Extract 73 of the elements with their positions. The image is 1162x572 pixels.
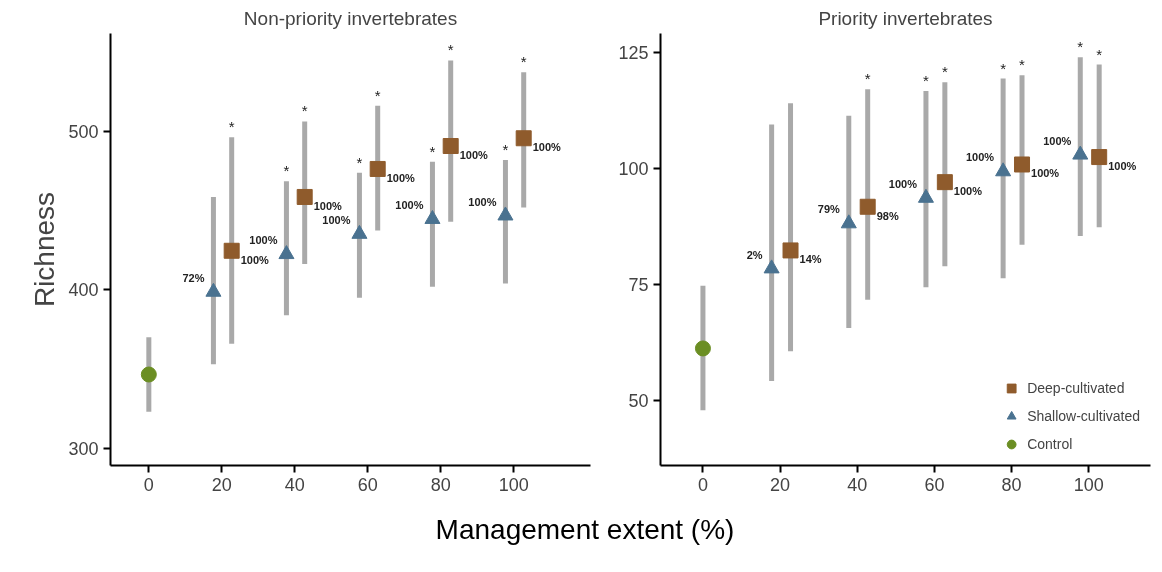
point [936,174,953,191]
annotation: 98% [876,209,899,222]
x-tick-label: 100 [498,474,529,495]
x-tick-label: 80 [1001,474,1022,495]
annotation: * [864,70,871,88]
legend-label: Deep-cultivated [1027,380,1125,396]
x-axis-title: Management extent (%) [435,513,735,547]
x-tick-label: 80 [430,474,451,495]
annotation: * [520,53,527,71]
annotation: 2% [746,248,763,261]
x-tick-label: 40 [284,474,305,495]
annotation: 79% [817,203,840,216]
legend-label: Shallow-cultivated [1027,408,1140,424]
annotation: 100% [888,177,918,190]
annotation: * [374,86,381,104]
point [859,198,876,215]
y-tick-label: 75 [628,274,649,295]
annotation: * [1096,45,1103,63]
point [763,259,780,274]
x-tick-label: 60 [357,474,378,495]
legend-label: Control [1027,436,1073,452]
annotation: 100% [395,199,424,212]
point [694,340,711,357]
annotation: * [923,72,930,90]
chart-title: Non-priority invertebrates [243,7,458,29]
annotation: 100% [386,171,416,184]
annotation: * [1019,56,1026,74]
x-tick-label: 20 [211,474,232,495]
x-tick-label: 60 [924,474,945,495]
y-tick-label: 400 [68,280,99,301]
y-tick-label: 300 [68,438,99,459]
annotation: * [941,63,948,81]
x-tick-label: 0 [697,474,708,495]
annotation: 100% [532,141,562,154]
x-tick-label: 0 [143,474,154,495]
chart-title: Priority invertebrates [818,7,993,29]
point [840,214,857,229]
point [995,162,1012,177]
annotation: 100% [468,195,497,208]
annotation: 14% [799,253,822,266]
annotation: 100% [459,149,489,162]
y-tick-label: 125 [618,42,649,63]
annotation: 100% [313,199,343,212]
annotation: 100% [965,151,995,164]
annotation: * [502,141,509,159]
annotation: 100% [1043,134,1072,147]
annotation: 72% [182,271,205,284]
point [1072,145,1089,160]
point [782,242,799,259]
x-tick-label: 100 [1073,474,1104,495]
y-axis-title: Richness [29,191,61,308]
point [1014,156,1031,173]
annotation: * [228,118,235,136]
annotation: * [447,41,454,59]
x-tick-label: 40 [847,474,868,495]
annotation: 100% [1031,167,1060,180]
x-tick-label: 20 [770,474,791,495]
annotation: 100% [249,234,278,247]
annotation: * [301,102,308,120]
annotation: * [1077,38,1084,56]
annotation: 100% [240,253,270,266]
annotation: 100% [322,213,351,226]
y-tick-label: 500 [68,122,99,143]
annotation: * [356,153,363,171]
y-tick-label: 100 [618,158,649,179]
annotation: * [1000,59,1007,77]
y-tick-label: 50 [628,390,649,411]
annotation: * [283,162,290,180]
point [917,188,934,203]
annotation: 100% [953,185,983,198]
annotation: * [429,142,436,160]
annotation: 100% [1108,160,1137,173]
point [1091,149,1108,166]
